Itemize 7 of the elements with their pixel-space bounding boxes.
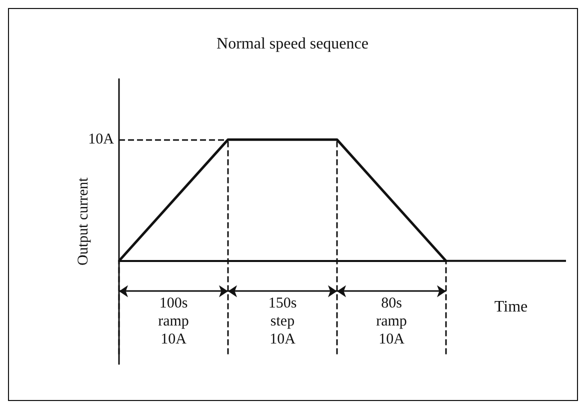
y-axis-title: Output current (76, 176, 92, 266)
chart-title: Normal speed sequence (216, 36, 368, 52)
text: 100s ramp 10A (158, 296, 189, 348)
x-axis-title: Time (494, 298, 528, 316)
text: 80s ramp 10A (376, 296, 407, 348)
text: 150s step 10A (268, 296, 297, 348)
ref-line-label: 10A (88, 132, 114, 148)
